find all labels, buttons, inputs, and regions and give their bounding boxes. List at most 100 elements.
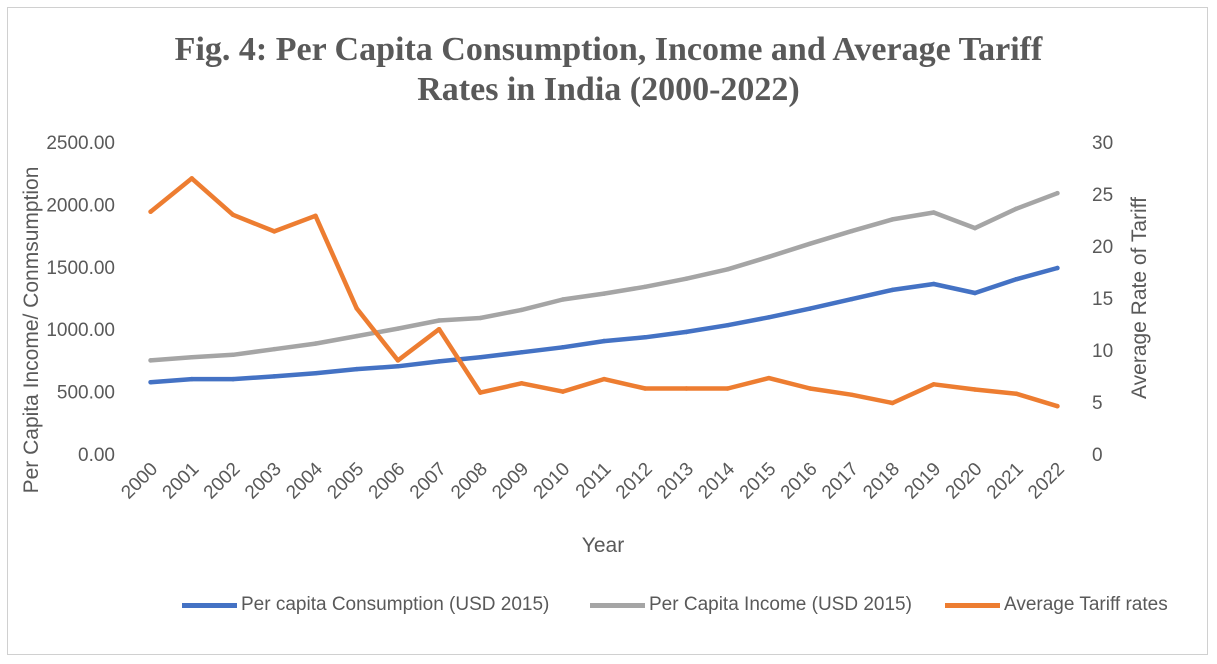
legend-label-income: Per Capita Income (USD 2015) xyxy=(649,594,912,615)
x-tick-label: 2007 xyxy=(406,459,451,504)
x-tick-label: 2021 xyxy=(983,459,1028,504)
legend-label-consumption: Per capita Consumption (USD 2015) xyxy=(241,594,550,615)
chart-title-line-1: Fig. 4: Per Capita Consumption, Income a… xyxy=(174,31,1043,68)
series-0-point xyxy=(1013,277,1019,282)
series-0-point xyxy=(725,322,730,328)
left-axis-label: Per Capita Income/ Conmsumption xyxy=(20,167,43,494)
series-1-point xyxy=(230,352,236,358)
series-2-point xyxy=(972,387,978,392)
series-line-1 xyxy=(148,190,1060,363)
x-tick-label: 2009 xyxy=(488,459,533,504)
series-1-point xyxy=(478,315,483,321)
series-2-point xyxy=(890,400,895,406)
right-tick-label: 15 xyxy=(1092,289,1113,310)
series-1-point xyxy=(807,241,813,246)
series-1-point xyxy=(436,318,442,323)
series-0-point xyxy=(272,374,277,379)
series-line-0 xyxy=(148,265,1060,385)
series-0-point xyxy=(148,379,153,385)
x-tick-label: 2006 xyxy=(365,459,410,504)
series-1-point xyxy=(601,291,607,296)
x-tick-label: 2019 xyxy=(901,459,946,504)
left-axis-ticks: 0.00 500.00 1000.00 1500.00 2000.00 2500.00 xyxy=(46,133,115,466)
series-0-point xyxy=(972,290,978,296)
x-tick-label: 2002 xyxy=(200,459,245,504)
series-0-point xyxy=(849,296,854,302)
legend-item-consumption: Per capita Consumption (USD 2015) xyxy=(182,594,549,616)
series-0-point xyxy=(1055,265,1060,271)
series-lines xyxy=(148,176,1060,409)
series-1-point xyxy=(725,267,730,272)
series-0-point xyxy=(807,306,813,311)
series-1-point xyxy=(395,326,401,331)
left-tick-label: 2500.00 xyxy=(46,133,115,154)
series-2-point xyxy=(230,212,236,218)
left-tick-label: 500.00 xyxy=(57,383,115,404)
series-1-point xyxy=(931,210,936,215)
chart-title-line-2: Rates in India (2000-2022) xyxy=(417,71,800,108)
series-1-point xyxy=(766,254,772,260)
series-1-point xyxy=(1055,190,1060,196)
right-tick-label: 25 xyxy=(1092,185,1113,206)
series-0-point xyxy=(684,329,689,335)
left-tick-label: 1500.00 xyxy=(46,258,115,279)
series-2-point xyxy=(560,389,566,394)
series-1-point xyxy=(272,346,277,352)
right-tick-label: 20 xyxy=(1092,237,1113,258)
right-tick-label: 30 xyxy=(1092,133,1113,154)
series-0-point xyxy=(395,364,401,369)
series-0-point xyxy=(436,359,442,364)
legend-label-tariff: Average Tariff rates xyxy=(1004,594,1168,615)
x-tick-label: 2000 xyxy=(117,459,162,504)
series-2-point xyxy=(478,390,483,395)
left-tick-label: 2000.00 xyxy=(46,195,115,216)
series-2-point xyxy=(189,176,195,181)
series-0-point xyxy=(560,345,566,350)
series-0-point xyxy=(230,376,236,382)
legend-swatch-income xyxy=(590,602,645,608)
x-tick-label: 2022 xyxy=(1024,459,1069,504)
series-2-point xyxy=(1055,403,1060,409)
legend-swatch-consumption xyxy=(182,602,237,608)
legend-item-income: Per Capita Income (USD 2015) xyxy=(590,594,912,616)
x-tick-label: 2011 xyxy=(572,459,616,503)
x-tick-label: 2015 xyxy=(736,459,781,504)
x-tick-label: 2005 xyxy=(323,459,368,504)
series-2-point xyxy=(436,326,442,332)
series-0-point xyxy=(601,338,607,344)
series-1-point xyxy=(148,358,153,363)
x-tick-label: 2018 xyxy=(859,459,904,504)
series-1-point xyxy=(972,225,978,231)
legend-item-tariff: Average Tariff rates xyxy=(945,594,1168,616)
series-1-point xyxy=(519,307,524,313)
series-2-point xyxy=(684,386,689,391)
series-0-point xyxy=(931,281,936,287)
series-2-point xyxy=(313,213,318,219)
series-0-point xyxy=(890,287,895,293)
series-1-point xyxy=(189,355,195,360)
x-tick-label: 2001 xyxy=(159,459,204,504)
right-axis-label: Average Rate of Tariff xyxy=(1128,197,1151,399)
series-1-point xyxy=(313,341,318,346)
x-tick-label: 2003 xyxy=(241,459,286,504)
right-tick-label: 10 xyxy=(1092,341,1113,362)
series-0-point xyxy=(519,350,524,355)
series-2-point xyxy=(725,386,730,391)
series-2-point xyxy=(766,375,772,381)
series-0-point xyxy=(642,335,648,340)
chart-legend: Per capita Consumption (USD 2015) Per Ca… xyxy=(0,594,1217,624)
series-2-point xyxy=(849,392,854,397)
series-0-point xyxy=(766,315,772,320)
series-2-point xyxy=(601,376,607,382)
x-axis-label: Year xyxy=(582,534,624,557)
series-2-point xyxy=(931,382,936,387)
series-2-point xyxy=(1013,391,1019,396)
right-tick-label: 0 xyxy=(1092,445,1103,466)
legend-swatch-tariff xyxy=(945,602,1000,608)
series-2-point xyxy=(642,386,648,391)
right-axis-ticks: 0 5 10 15 20 25 30 xyxy=(1092,133,1113,466)
chart-title: Fig. 4: Per Capita Consumption, Income a… xyxy=(0,30,1217,110)
x-tick-label: 2014 xyxy=(694,458,739,503)
x-tick-label: 2016 xyxy=(777,459,822,504)
x-tick-label: 2012 xyxy=(612,459,657,504)
